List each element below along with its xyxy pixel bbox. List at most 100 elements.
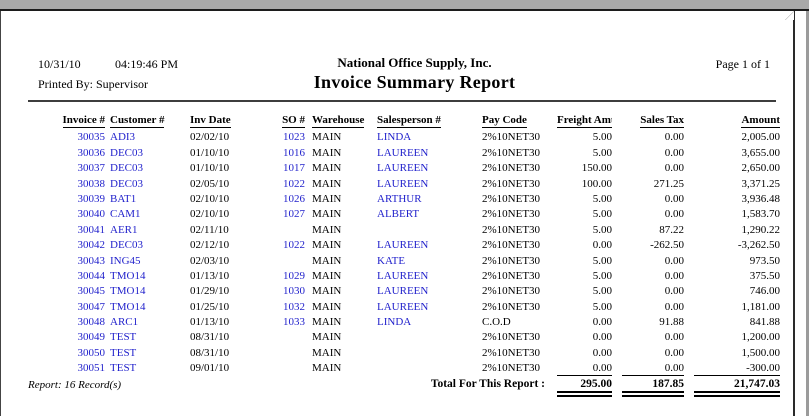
cell-warehouse: MAIN [312,162,342,175]
cell-salesperson[interactable]: KATE [377,254,406,267]
cell-warehouse: MAIN [312,239,342,252]
table-row: 30051 TEST 09/01/10 MAIN 2%10NET30 0.00 0.00 -3… [38,359,781,375]
cell-salesperson[interactable]: LINDA [377,316,412,329]
cell-sales-order-number[interactable]: 1033 [283,316,305,329]
cell-freight-amount: 0.00 [592,331,612,344]
cell-salesperson[interactable]: ALBERT [377,208,420,221]
cell-invoice-number[interactable]: 30039 [77,192,106,205]
cell-invoice-number[interactable]: 30044 [77,269,106,282]
cell-invoice-number[interactable]: 30045 [77,285,106,298]
cell-customer-number[interactable]: TMO14 [110,285,146,298]
cell-invoice-number[interactable]: 30047 [77,300,106,313]
cell-warehouse: MAIN [312,223,342,236]
cell-warehouse: MAIN [312,131,342,144]
cell-salesperson[interactable]: LAUREEN [377,162,429,175]
cell-invoice-number[interactable]: 30043 [77,254,106,267]
cell-salesperson[interactable]: LAUREEN [377,285,429,298]
cell-salesperson[interactable]: LAUREEN [377,239,429,252]
cell-invoice-number[interactable]: 30048 [77,316,106,329]
cell-customer-number[interactable]: ARC1 [110,316,139,329]
cell-invoice-number[interactable]: 30037 [77,162,106,175]
cell-customer-number[interactable]: CAM1 [110,208,141,221]
cell-customer-number[interactable]: DEC03 [110,239,143,252]
print-date: 10/31/10 [38,57,81,71]
cell-sales-tax: 0.00 [664,331,684,344]
cell-salesperson[interactable]: LAUREEN [377,146,429,159]
cell-sales-tax: 271.25 [653,177,684,190]
table-row: 30035 ADI3 02/02/10 1023 MAIN LINDA 2%10NET30 5… [38,128,781,144]
cell-invoice-date: 02/02/10 [190,131,230,144]
col-header-sales-order-number: SO # [282,114,305,128]
cell-sales-tax: 0.00 [664,131,684,144]
table-row: 30044 TMO14 01/13/10 1029 MAIN LAUREEN 2%10NET… [38,267,781,282]
cell-sales-order-number[interactable]: 1022 [283,239,305,252]
cell-sales-order-number[interactable]: 1029 [283,269,305,282]
cell-sales-order-number[interactable]: 1017 [283,162,305,175]
cell-freight-amount: 5.00 [592,223,612,236]
cell-sales-order-number[interactable]: 1016 [283,146,305,159]
page-left-border [0,11,1,416]
cell-invoice-date: 02/10/10 [190,208,230,221]
col-header-sales-tax: Sales Tax [640,114,684,128]
cell-amount: 3,655.00 [741,146,781,159]
cell-sales-order-number[interactable]: 1032 [283,300,305,313]
cell-pay-code: 2%10NET30 [482,362,541,375]
cell-customer-number[interactable]: TEST [110,362,137,375]
cell-customer-number[interactable]: ING45 [110,254,141,267]
cell-invoice-number[interactable]: 30035 [77,131,106,144]
cell-warehouse: MAIN [312,346,342,359]
cell-freight-amount: 0.00 [592,239,612,252]
cell-amount: 2,650.00 [741,162,781,175]
cell-customer-number[interactable]: TEST [110,331,137,344]
table-row: 30043 ING45 02/03/10 MAIN KATE 2%10NET30 5.00 0… [38,251,781,267]
cell-freight-amount: 5.00 [592,131,612,144]
cell-invoice-number[interactable]: 30041 [77,223,106,236]
cell-salesperson[interactable]: LINDA [377,131,412,144]
cell-pay-code: 2%10NET30 [482,192,541,205]
cell-invoice-number[interactable]: 30040 [77,208,106,221]
cell-salesperson[interactable]: LAUREEN [377,300,429,313]
cell-customer-number[interactable]: DEC03 [110,146,143,159]
cell-invoice-number[interactable]: 30042 [77,239,106,252]
cell-invoice-number[interactable]: 30050 [77,346,106,359]
cell-sales-order-number[interactable]: 1030 [283,285,305,298]
cell-salesperson[interactable]: LAUREEN [377,269,429,282]
cell-customer-number[interactable]: ADI3 [110,131,136,144]
cell-amount: 3,936.48 [741,192,781,205]
cell-customer-number[interactable]: TEST [110,346,137,359]
cell-customer-number[interactable]: BAT1 [110,192,137,205]
cell-customer-number[interactable]: DEC03 [110,162,143,175]
cell-warehouse: MAIN [312,208,342,221]
cell-sales-order-number[interactable]: 1026 [283,192,305,205]
col-header-invoice-number: Invoice # [62,114,105,128]
cell-freight-amount: 100.00 [581,177,612,190]
cell-sales-order-number[interactable]: 1027 [283,208,305,221]
cell-salesperson[interactable]: LAUREEN [377,177,429,190]
cell-invoice-number[interactable]: 30038 [77,177,106,190]
total-sales-tax: 187.85 [622,375,684,398]
cell-customer-number[interactable]: TMO14 [110,269,146,282]
cell-sales-order-number[interactable]: 1023 [283,131,305,144]
cell-amount: 1,290.22 [741,223,781,236]
cell-invoice-date: 01/29/10 [190,285,230,298]
header-rule [28,100,776,102]
cell-customer-number[interactable]: DEC03 [110,177,143,190]
cell-customer-number[interactable]: TMO14 [110,300,146,313]
cell-sales-order-number[interactable]: 1022 [283,177,305,190]
cell-amount: 973.50 [749,254,780,267]
cell-customer-number[interactable]: AER1 [110,223,138,236]
cell-invoice-number[interactable]: 30036 [77,146,106,159]
cell-invoice-number[interactable]: 30049 [77,331,106,344]
cell-amount: 1,583.70 [741,208,781,221]
table-row: 30045 TMO14 01/29/10 1030 MAIN LAUREEN 2%10NET… [38,282,781,298]
col-header-invoice-date: Inv Date [190,114,231,128]
cell-invoice-number[interactable]: 30051 [77,362,106,375]
cell-warehouse: MAIN [312,146,342,159]
table-row: 30039 BAT1 02/10/10 1026 MAIN ARTHUR 2%10NET30… [38,190,781,205]
cell-amount: 1,500.00 [741,346,781,359]
cell-pay-code: 2%10NET30 [482,269,541,282]
cell-salesperson[interactable]: ARTHUR [377,192,422,205]
cell-amount: 375.50 [749,269,780,282]
table-row: 30042 DEC03 02/12/10 1022 MAIN LAUREEN 2%10NET… [38,236,781,252]
cell-pay-code: 2%10NET30 [482,239,541,252]
